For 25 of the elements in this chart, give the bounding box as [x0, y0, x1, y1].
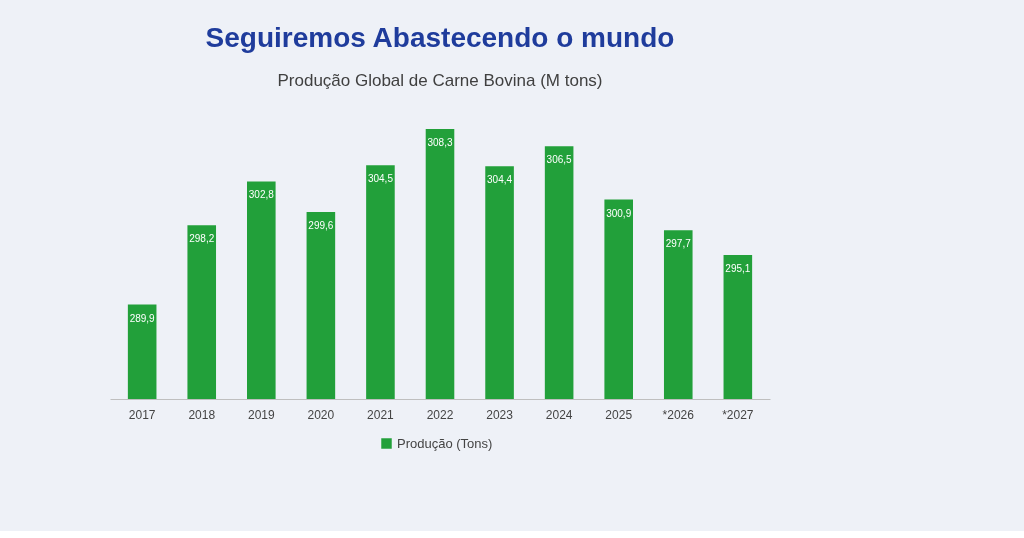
- data-label: 299,6: [308, 220, 334, 231]
- data-label: 298,2: [189, 233, 215, 245]
- x-tick-label: 2019: [247, 407, 275, 422]
- x-tick-label: *2026: [662, 407, 695, 422]
- data-label: 306,5: [546, 154, 573, 166]
- data-label: 308,3: [427, 137, 453, 148]
- x-tick-label: *2027: [722, 407, 754, 422]
- x-tick-label: 2017: [128, 407, 156, 422]
- chart-title: Seguiremos Abastecendo o mundo: [205, 22, 675, 53]
- data-label: 304,4: [487, 174, 513, 186]
- x-tick-label: 2024: [545, 407, 573, 422]
- x-tick-label: 2022: [426, 407, 454, 422]
- data-label: 297,7: [665, 238, 692, 250]
- data-label: 289,9: [129, 312, 156, 324]
- data-label: 295,1: [725, 262, 751, 274]
- chart-subtitle: Produção Global de Carne Bovina (M tons): [277, 71, 603, 90]
- x-tick-label: 2023: [486, 407, 514, 422]
- data-label: 304,5: [367, 173, 394, 185]
- x-tick-label: 2021: [367, 407, 395, 422]
- data-label: 300,9: [606, 207, 632, 219]
- data-label: 302,8: [248, 189, 275, 201]
- x-tick-label: 2020: [307, 407, 335, 422]
- x-tick-label: 2018: [188, 407, 216, 422]
- legend-label: Produção (Tons): [397, 435, 493, 451]
- x-tick-label: 2025: [605, 407, 633, 422]
